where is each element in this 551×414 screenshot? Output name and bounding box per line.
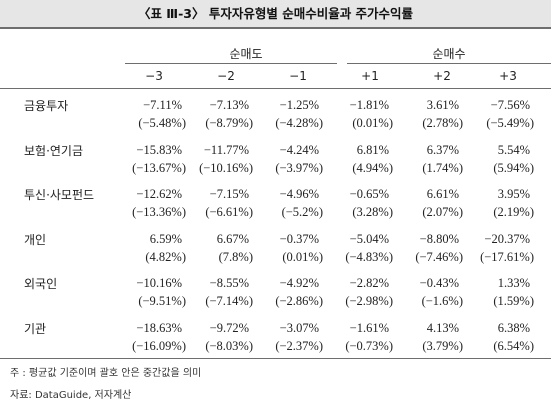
mean-value-cell: −0.65% [349, 187, 389, 201]
mean-value-cell: 6.59% [149, 232, 182, 246]
mean-value-cell: −4.92% [279, 276, 319, 290]
median-value-cell: (−13.67%) [132, 161, 186, 175]
period-header: −1 [289, 69, 307, 83]
median-value-cell: (−7.46%) [415, 250, 463, 264]
table-title: 〈표 Ⅲ-3〉 투자자유형별 순매수비율과 주가수익률 [0, 0, 551, 29]
row-label: 개인 [24, 233, 47, 247]
row-label: 기관 [24, 322, 47, 336]
mean-value-cell: 3.95% [497, 187, 530, 201]
median-value-cell: (−3.97%) [275, 161, 323, 175]
mean-value-cell: −1.61% [349, 321, 389, 335]
mean-value-cell: −7.15% [209, 187, 249, 201]
mean-value-cell: −0.43% [419, 276, 459, 290]
median-value-cell: (2.07%) [422, 205, 463, 219]
mean-value-cell: −11.77% [203, 143, 249, 157]
mean-value-cell: −1.25% [279, 98, 319, 112]
median-value-cell: (−4.83%) [345, 250, 393, 264]
median-value-cell: (−16.09%) [132, 339, 186, 353]
median-value-cell: (−9.51%) [138, 294, 186, 308]
row-label: 보험·연기금 [24, 144, 84, 158]
period-header: +1 [361, 69, 379, 83]
median-value-cell: (−4.28%) [275, 116, 323, 130]
mean-value-cell: −3.07% [279, 321, 319, 335]
mean-value-cell: −12.62% [136, 187, 182, 201]
mean-value-cell: 6.61% [426, 187, 459, 201]
period-header: +3 [499, 69, 517, 83]
median-value-cell: (−13.36%) [132, 205, 186, 219]
mean-value-cell: 1.33% [497, 276, 530, 290]
median-value-cell: (−5.49%) [486, 116, 534, 130]
median-value-cell: (−0.73%) [345, 339, 393, 353]
row-label: 외국인 [24, 277, 58, 291]
mean-value-cell: −10.16% [136, 276, 182, 290]
median-value-cell: (−10.16%) [199, 161, 253, 175]
median-value-cell: (−1.6%) [421, 294, 463, 308]
table-bottom-rule [0, 358, 551, 359]
median-value-cell: (−7.14%) [205, 294, 253, 308]
group-underline-buy [347, 63, 551, 64]
median-value-cell: (2.78%) [422, 116, 463, 130]
group-header-buy: 순매수 [432, 47, 466, 61]
median-value-cell: (7.8%) [218, 250, 253, 264]
row-label: 금융투자 [24, 99, 69, 113]
median-value-cell: (4.94%) [352, 161, 393, 175]
group-underline-sell [125, 63, 337, 64]
header-divider [0, 88, 551, 89]
median-value-cell: (−2.37%) [275, 339, 323, 353]
table-source: 자료: DataGuide, 저자계산 [10, 390, 132, 401]
median-value-cell: (−8.79%) [205, 116, 253, 130]
median-value-cell: (0.01%) [352, 116, 393, 130]
mean-value-cell: 6.38% [497, 321, 530, 335]
mean-value-cell: −9.72% [209, 321, 249, 335]
median-value-cell: (−6.61%) [205, 205, 253, 219]
median-value-cell: (2.19%) [493, 205, 534, 219]
mean-value-cell: 3.61% [426, 98, 459, 112]
mean-value-cell: 6.67% [216, 232, 249, 246]
mean-value-cell: −8.55% [209, 276, 249, 290]
median-value-cell: (5.94%) [493, 161, 534, 175]
period-header: −3 [145, 69, 163, 83]
mean-value-cell: −18.63% [136, 321, 182, 335]
median-value-cell: (6.54%) [493, 339, 534, 353]
mean-value-cell: 4.13% [426, 321, 459, 335]
group-header-sell: 순매도 [229, 47, 263, 61]
median-value-cell: (4.82%) [145, 250, 186, 264]
mean-value-cell: 5.54% [497, 143, 530, 157]
median-value-cell: (−8.03%) [205, 339, 253, 353]
period-header: −2 [217, 69, 235, 83]
median-value-cell: (−5.48%) [138, 116, 186, 130]
median-value-cell: (−2.98%) [345, 294, 393, 308]
mean-value-cell: −7.56% [490, 98, 530, 112]
table-note: 주 : 평균값 기준이며 괄호 안은 중간값을 의미 [10, 368, 202, 379]
median-value-cell: (1.74%) [422, 161, 463, 175]
median-value-cell: (−17.61%) [480, 250, 534, 264]
mean-value-cell: −20.37% [484, 232, 530, 246]
median-value-cell: (−5.2%) [281, 205, 323, 219]
mean-value-cell: −7.11% [143, 98, 182, 112]
median-value-cell: (−2.86%) [275, 294, 323, 308]
median-value-cell: (1.59%) [493, 294, 534, 308]
period-header: +2 [433, 69, 451, 83]
mean-value-cell: 6.37% [426, 143, 459, 157]
mean-value-cell: −1.81% [349, 98, 389, 112]
mean-value-cell: −5.04% [349, 232, 389, 246]
mean-value-cell: 6.81% [356, 143, 389, 157]
mean-value-cell: −0.37% [279, 232, 319, 246]
mean-value-cell: −4.24% [279, 143, 319, 157]
mean-value-cell: −8.80% [419, 232, 459, 246]
median-value-cell: (3.28%) [352, 205, 393, 219]
mean-value-cell: −2.82% [349, 276, 389, 290]
median-value-cell: (3.79%) [422, 339, 463, 353]
mean-value-cell: −7.13% [209, 98, 249, 112]
mean-value-cell: −15.83% [136, 143, 182, 157]
median-value-cell: (0.01%) [282, 250, 323, 264]
row-label: 투신·사모펀드 [24, 188, 95, 202]
mean-value-cell: −4.96% [279, 187, 319, 201]
